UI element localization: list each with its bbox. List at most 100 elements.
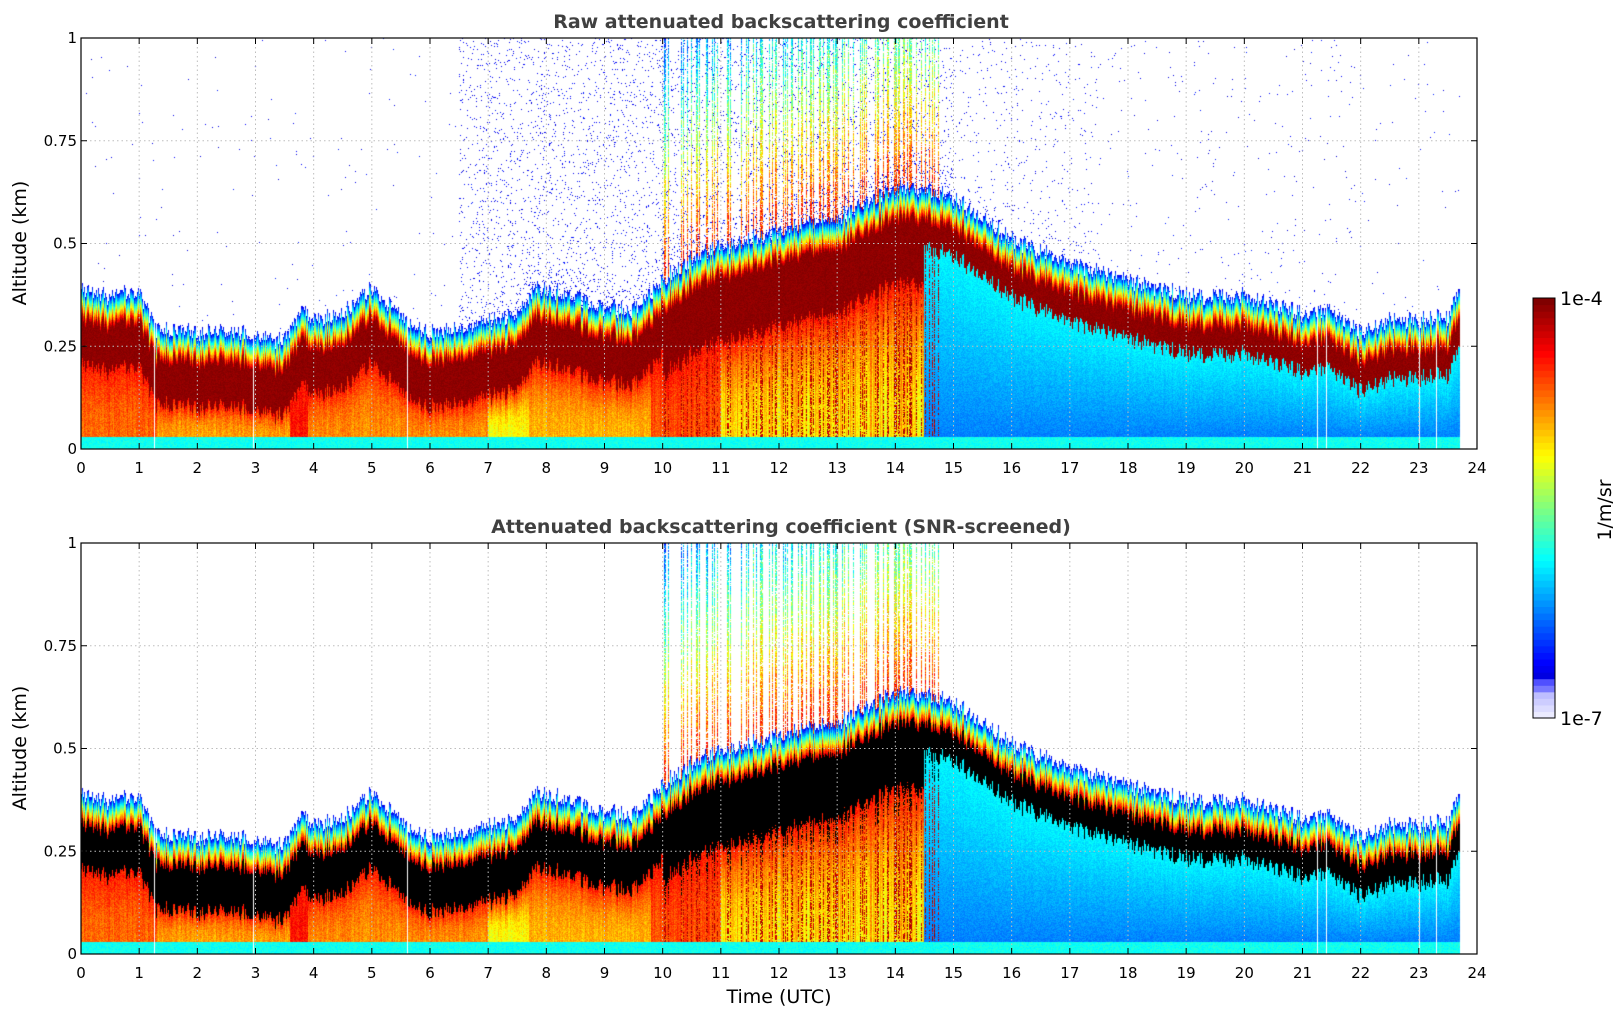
bottom-y-tick-label: 0.5 [53,740,77,758]
bottom-x-tick-label: 3 [251,964,261,982]
top-x-tick-label: 2 [193,459,203,477]
top-x-tick-label: 1 [134,459,144,477]
top-x-tick-label: 5 [367,459,377,477]
colorbar-band [1533,658,1555,667]
colorbar-band [1533,324,1555,332]
colorbar-band [1533,580,1555,588]
bottom-x-tick-label: 2 [193,964,203,982]
colorbar-band [1533,514,1555,522]
colorbar-band [1533,363,1555,371]
top-y-axis-label: Altitude (km) [9,181,31,306]
colorbar-band [1533,691,1555,699]
colorbar-band [1533,619,1555,627]
colorbar-band [1533,586,1555,594]
top-x-tick-label: 13 [828,459,847,477]
bottom-x-tick-label: 18 [1118,964,1137,982]
bottom-x-tick-label: 7 [483,964,493,982]
colorbar-band [1533,435,1555,443]
colorbar-band [1533,698,1555,706]
colorbar-band [1533,376,1555,384]
top-panel-title: Raw attenuated backscattering coefficien… [553,11,1009,33]
top-x-tick-label: 8 [542,459,552,477]
x-axis-label: Time (UTC) [725,986,831,1008]
bottom-x-tick-label: 5 [367,964,377,982]
top-x-tick-label: 24 [1467,459,1486,477]
top-x-tick-label: 20 [1235,459,1254,477]
top-x-tick-label: 19 [1177,459,1196,477]
bottom-x-tick-label: 21 [1293,964,1312,982]
colorbar-band [1533,645,1555,653]
bottom-x-tick-label: 24 [1467,964,1486,982]
colorbar-band [1533,298,1555,306]
top-grid [81,38,1477,449]
bottom-grid [81,543,1477,954]
colorbar-gradient [1533,298,1555,719]
colorbar-band [1533,567,1555,575]
top-x-tick-label: 16 [1002,459,1021,477]
top-x-tick-label: 9 [600,459,610,477]
colorbar-band [1533,685,1555,693]
colorbar-band [1533,416,1555,424]
colorbar-band [1533,613,1555,621]
bottom-x-tick-label: 8 [542,964,552,982]
bottom-x-tick-label: 19 [1177,964,1196,982]
colorbar-band [1533,343,1555,352]
top-x-tick-label: 17 [1060,459,1079,477]
top-x-tick-label: 0 [76,459,86,477]
colorbar-band [1533,317,1555,325]
colorbar-band [1533,553,1555,562]
colorbar-band [1533,632,1555,640]
colorbar-band [1533,455,1555,463]
top-y-tick-label: 0.25 [44,337,77,355]
colorbar-band [1533,462,1555,470]
top-ticks: 0 1 2 3 4 5 6 7 8 9 10 11 12 13 14 15 16 17 18 19 20 21 22 23 24… [44,29,1487,477]
bottom-x-tick-label: 1 [134,964,144,982]
colorbar-band [1533,370,1555,378]
bottom-x-tick-label: 23 [1409,964,1428,982]
colorbar-max-label: 1e-4 [1560,288,1603,310]
bottom-x-tick-label: 9 [600,964,610,982]
bottom-ticks: 0 1 2 3 4 5 6 7 8 9 10 11 12 13 14 15 16 17 18 19 20 21 22 23 24… [44,534,1487,982]
colorbar-band [1533,540,1555,548]
colorbar-band [1533,350,1555,358]
bottom-x-tick-label: 20 [1235,964,1254,982]
colorbar-band [1533,639,1555,647]
top-x-tick-label: 3 [251,459,261,477]
colorbar-band [1533,448,1555,457]
bottom-y-tick-label: 0.75 [44,637,77,655]
bottom-x-tick-label: 22 [1351,964,1370,982]
colorbar-band [1533,672,1555,680]
colorbar-band [1533,573,1555,581]
colorbar-frame [1532,297,1556,719]
bottom-y-tick-label: 1 [67,534,77,552]
bottom-x-tick-label: 6 [425,964,435,982]
colorbar-band [1533,652,1555,660]
colorbar-unit-label: 1/m/sr [1594,479,1616,540]
colorbar-band [1533,606,1555,614]
bottom-panel-title: Attenuated backscattering coefficient (S… [491,516,1071,538]
colorbar-band [1533,396,1555,404]
colorbar-band [1533,560,1555,568]
top-x-tick-label: 4 [309,459,319,477]
colorbar-band [1533,330,1555,338]
bottom-y-axis-label: Altitude (km) [9,686,31,811]
screened-backscatter-panel: Attenuated backscattering coefficient (S… [9,516,1487,1008]
colorbar-band [1533,429,1555,437]
top-y-tick-label: 0.75 [44,132,77,150]
bottom-x-tick-label: 11 [711,964,730,982]
colorbar-band [1533,389,1555,398]
colorbar-band [1533,468,1555,476]
top-x-tick-label: 11 [711,459,730,477]
bottom-x-tick-label: 10 [653,964,672,982]
colorbar-band [1533,337,1555,345]
colorbar-band [1533,704,1555,713]
colorbar-band [1533,599,1555,608]
colorbar-band [1533,593,1555,601]
bottom-x-tick-label: 15 [944,964,963,982]
colorbar-band [1533,383,1555,391]
bottom-y-tick-label: 0.25 [44,842,77,860]
colorbar-band [1533,678,1555,686]
top-x-tick-label: 7 [483,459,493,477]
bottom-x-tick-label: 12 [769,964,788,982]
top-y-tick-label: 0 [67,440,77,458]
